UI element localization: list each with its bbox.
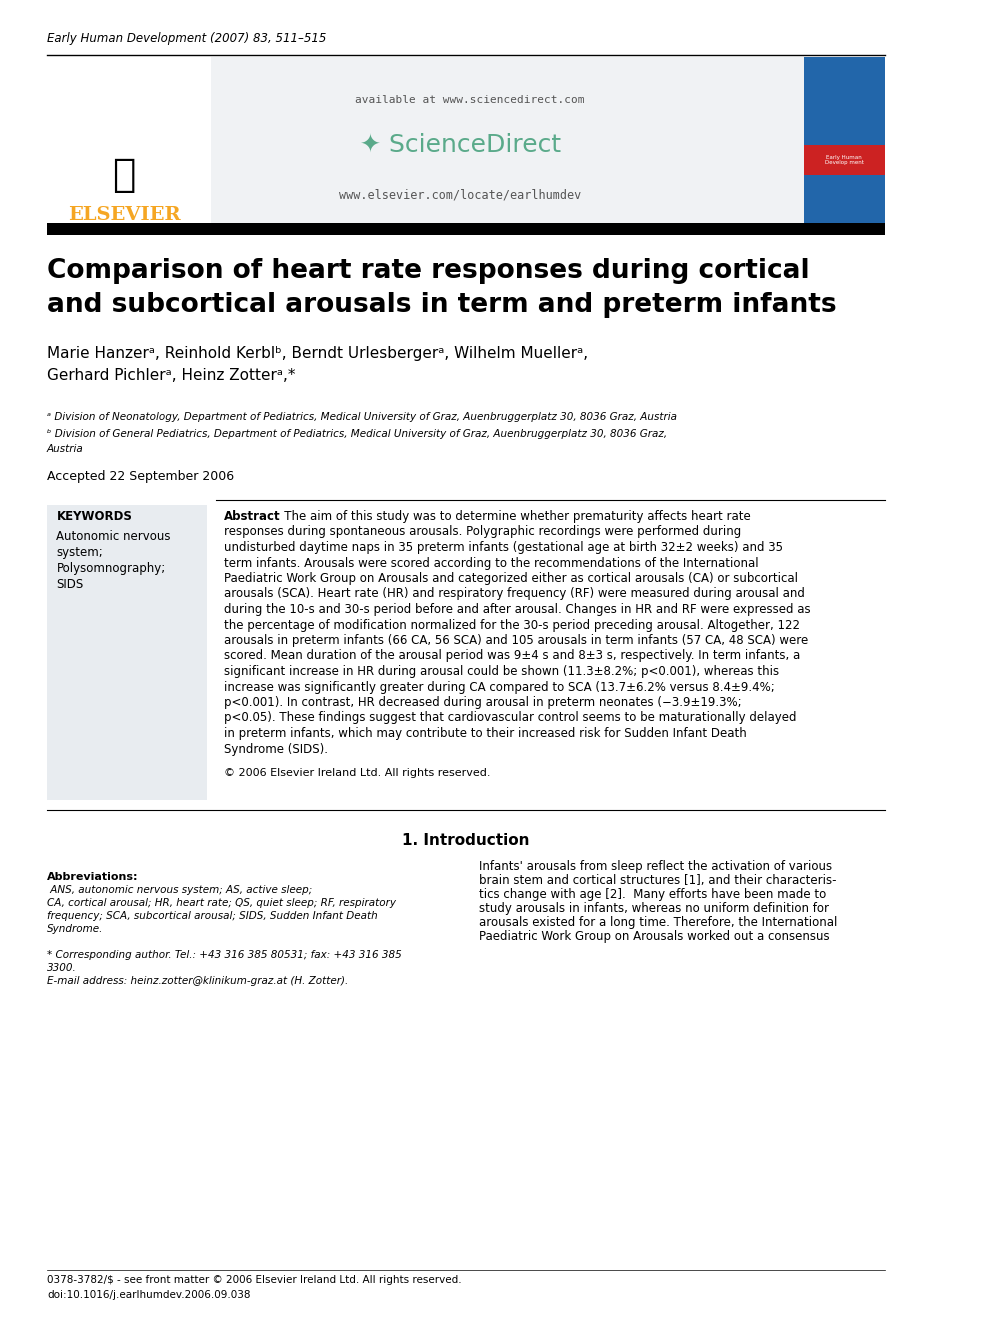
Text: ᵇ Division of General Pediatrics, Department of Pediatrics, Medical University o: ᵇ Division of General Pediatrics, Depart… bbox=[47, 429, 668, 439]
Text: Paediatric Work Group on Arousals and categorized either as cortical arousals (C: Paediatric Work Group on Arousals and ca… bbox=[224, 572, 798, 585]
Text: Accepted 22 September 2006: Accepted 22 September 2006 bbox=[47, 470, 234, 483]
Text: Early Human
Develop ment: Early Human Develop ment bbox=[824, 155, 863, 165]
Text: www.elsevier.com/locate/earlhumdev: www.elsevier.com/locate/earlhumdev bbox=[339, 188, 581, 201]
Text: in preterm infants, which may contribute to their increased risk for Sudden Infa: in preterm infants, which may contribute… bbox=[224, 728, 746, 740]
Text: undisturbed daytime naps in 35 preterm infants (gestational age at birth 32±2 we: undisturbed daytime naps in 35 preterm i… bbox=[224, 541, 783, 554]
Text: system;: system; bbox=[57, 546, 103, 560]
Text: Abstract: Abstract bbox=[224, 509, 281, 523]
Text: * Corresponding author. Tel.: +43 316 385 80531; fax: +43 316 385: * Corresponding author. Tel.: +43 316 38… bbox=[47, 950, 402, 960]
Text: Autonomic nervous: Autonomic nervous bbox=[57, 531, 171, 542]
Text: increase was significantly greater during CA compared to SCA (13.7±6.2% versus 8: increase was significantly greater durin… bbox=[224, 680, 775, 693]
Text: Gerhard Pichlerᵃ, Heinz Zotterᵃ,*: Gerhard Pichlerᵃ, Heinz Zotterᵃ,* bbox=[47, 368, 296, 382]
Text: E-mail address: heinz.zotter@klinikum-graz.at (H. Zotter).: E-mail address: heinz.zotter@klinikum-gr… bbox=[47, 976, 348, 986]
Text: ᵃ Division of Neonatology, Department of Pediatrics, Medical University of Graz,: ᵃ Division of Neonatology, Department of… bbox=[47, 411, 677, 422]
Text: 0378-3782/$ - see front matter © 2006 Elsevier Ireland Ltd. All rights reserved.: 0378-3782/$ - see front matter © 2006 El… bbox=[47, 1275, 461, 1285]
Text: doi:10.1016/j.earlhumdev.2006.09.038: doi:10.1016/j.earlhumdev.2006.09.038 bbox=[47, 1290, 251, 1301]
Text: Syndrome (SIDS).: Syndrome (SIDS). bbox=[224, 742, 327, 755]
Text: p<0.001). In contrast, HR decreased during arousal in preterm neonates (−3.9±19.: p<0.001). In contrast, HR decreased duri… bbox=[224, 696, 741, 709]
Text: and subcortical arousals in term and preterm infants: and subcortical arousals in term and pre… bbox=[47, 292, 836, 318]
Text: Marie Hanzerᵃ, Reinhold Kerblᵇ, Berndt Urlesbergerᵃ, Wilhelm Muellerᵃ,: Marie Hanzerᵃ, Reinhold Kerblᵇ, Berndt U… bbox=[47, 347, 588, 361]
Text: Early Human Development (2007) 83, 511–515: Early Human Development (2007) 83, 511–5… bbox=[47, 32, 326, 45]
Text: SIDS: SIDS bbox=[57, 578, 83, 591]
Bar bbox=[47, 57, 886, 225]
Text: arousals (SCA). Heart rate (HR) and respiratory frequency (RF) were measured dur: arousals (SCA). Heart rate (HR) and resp… bbox=[224, 587, 805, 601]
Text: Abbreviations:: Abbreviations: bbox=[47, 872, 139, 882]
Text: during the 10-s and 30-s period before and after arousal. Changes in HR and RF w: during the 10-s and 30-s period before a… bbox=[224, 603, 810, 617]
Text: 1. Introduction: 1. Introduction bbox=[403, 833, 530, 848]
Text: ANS, autonomic nervous system; AS, active sleep;: ANS, autonomic nervous system; AS, activ… bbox=[47, 885, 312, 894]
Text: Paediatric Work Group on Arousals worked out a consensus: Paediatric Work Group on Arousals worked… bbox=[479, 930, 830, 943]
Bar bbox=[47, 505, 206, 800]
Text: term infants. Arousals were scored according to the recommendations of the Inter: term infants. Arousals were scored accor… bbox=[224, 557, 758, 569]
Text: Austria: Austria bbox=[47, 445, 83, 454]
Text: arousals in preterm infants (66 CA, 56 SCA) and 105 arousals in term infants (57: arousals in preterm infants (66 CA, 56 S… bbox=[224, 634, 807, 647]
Text: arousals existed for a long time. Therefore, the International: arousals existed for a long time. Theref… bbox=[479, 916, 838, 929]
Text: © 2006 Elsevier Ireland Ltd. All rights reserved.: © 2006 Elsevier Ireland Ltd. All rights … bbox=[224, 767, 490, 778]
Text: frequency; SCA, subcortical arousal; SIDS, Sudden Infant Death: frequency; SCA, subcortical arousal; SID… bbox=[47, 912, 378, 921]
Text: responses during spontaneous arousals. Polygraphic recordings were performed dur: responses during spontaneous arousals. P… bbox=[224, 525, 741, 538]
Text: Polysomnography;: Polysomnography; bbox=[57, 562, 166, 576]
Bar bbox=[47, 224, 886, 235]
Text: 3300.: 3300. bbox=[47, 963, 76, 972]
Text: Comparison of heart rate responses during cortical: Comparison of heart rate responses durin… bbox=[47, 258, 809, 284]
Text: study arousals in infants, whereas no uniform definition for: study arousals in infants, whereas no un… bbox=[479, 902, 829, 916]
Text: available at www.sciencedirect.com: available at www.sciencedirect.com bbox=[355, 95, 584, 105]
Text: Syndrome.: Syndrome. bbox=[47, 923, 103, 934]
Text: tics change with age [2].  Many efforts have been made to: tics change with age [2]. Many efforts h… bbox=[479, 888, 826, 901]
Bar bbox=[804, 146, 886, 175]
Text: the percentage of modification normalized for the 30-s period preceding arousal.: the percentage of modification normalize… bbox=[224, 618, 800, 631]
Text: The aim of this study was to determine whether prematurity affects heart rate: The aim of this study was to determine w… bbox=[273, 509, 750, 523]
Text: 🌳: 🌳 bbox=[112, 156, 136, 194]
Text: ELSEVIER: ELSEVIER bbox=[67, 206, 181, 224]
Text: brain stem and cortical structures [1], and their characteris-: brain stem and cortical structures [1], … bbox=[479, 875, 837, 886]
Bar bbox=[804, 57, 886, 225]
Text: KEYWORDS: KEYWORDS bbox=[57, 509, 132, 523]
Bar bbox=[47, 57, 211, 225]
Text: Infants' arousals from sleep reflect the activation of various: Infants' arousals from sleep reflect the… bbox=[479, 860, 832, 873]
Text: scored. Mean duration of the arousal period was 9±4 s and 8±3 s, respectively. I: scored. Mean duration of the arousal per… bbox=[224, 650, 800, 663]
Text: ✦ ScienceDirect: ✦ ScienceDirect bbox=[360, 134, 561, 157]
Text: significant increase in HR during arousal could be shown (11.3±8.2%; p<0.001), w: significant increase in HR during arousa… bbox=[224, 665, 779, 677]
Text: CA, cortical arousal; HR, heart rate; QS, quiet sleep; RF, respiratory: CA, cortical arousal; HR, heart rate; QS… bbox=[47, 898, 396, 908]
Text: p<0.05). These findings suggest that cardiovascular control seems to be maturati: p<0.05). These findings suggest that car… bbox=[224, 712, 797, 725]
